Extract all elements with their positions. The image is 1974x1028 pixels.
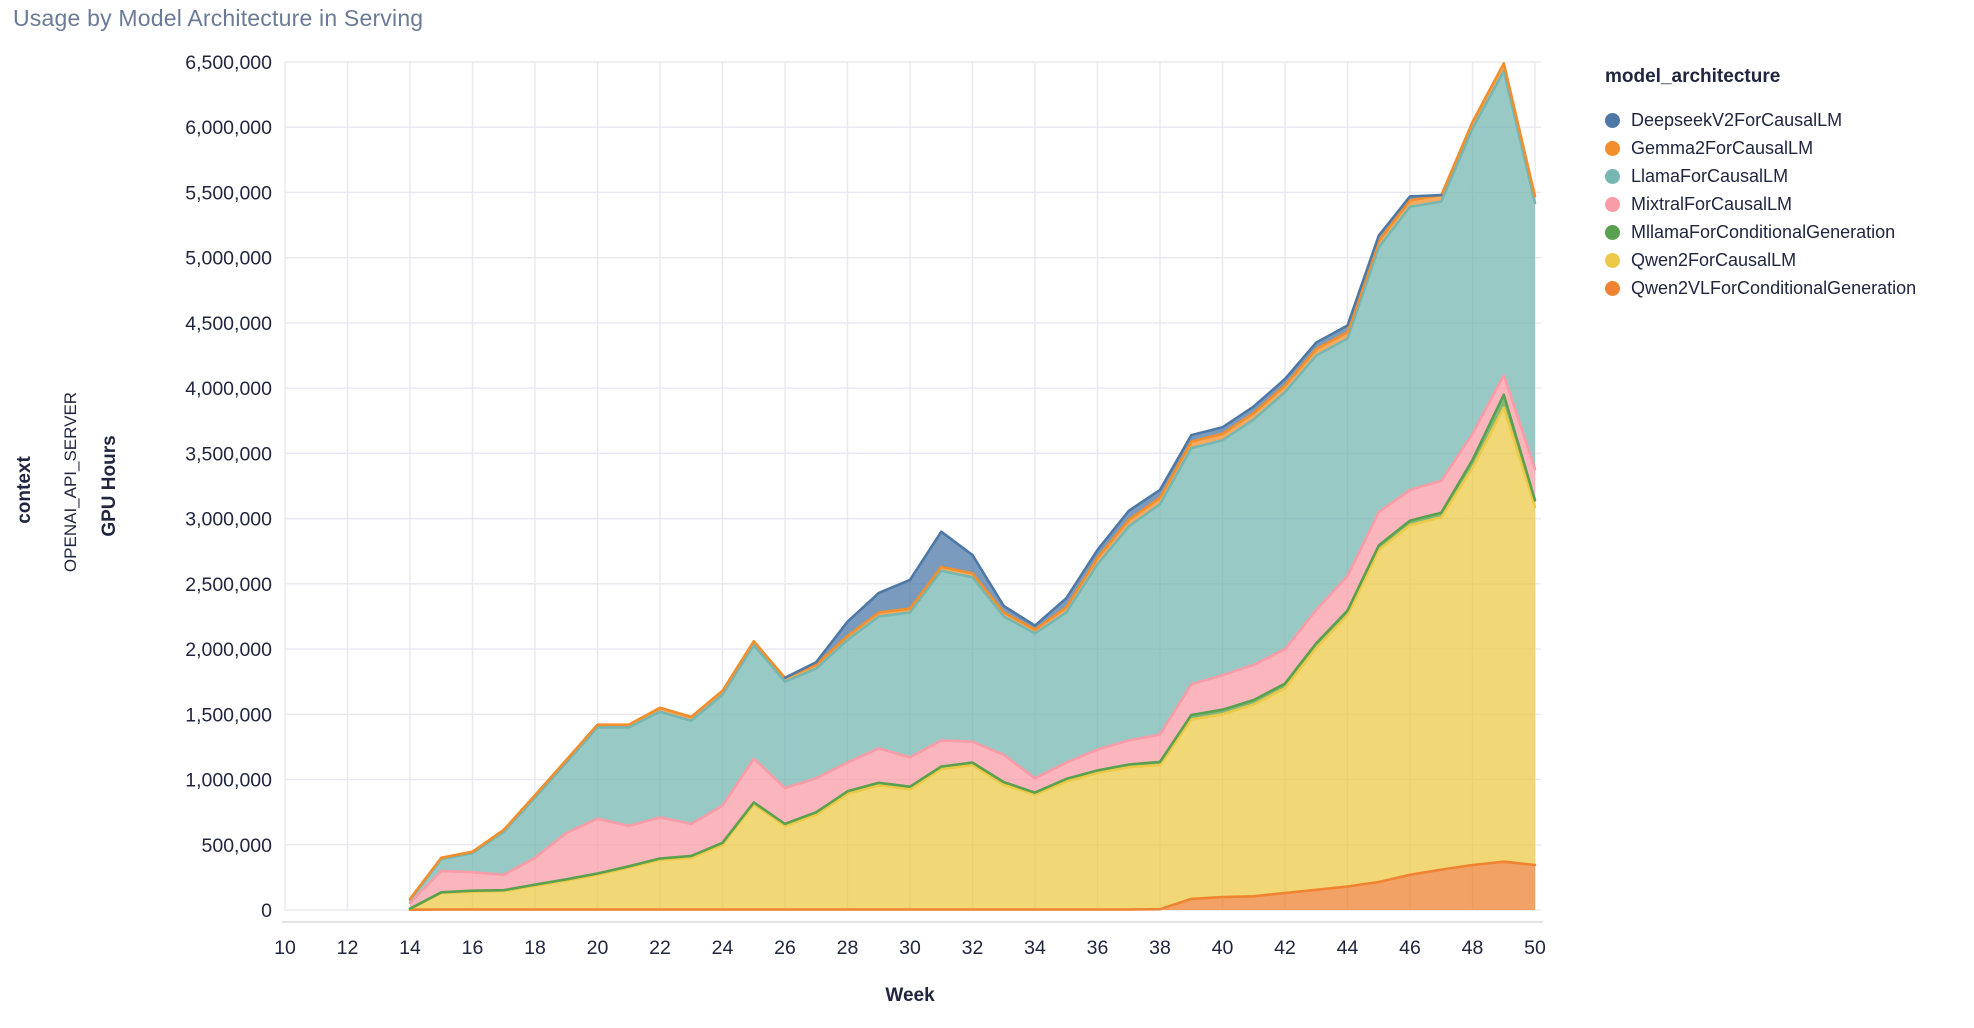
legend: model_architecture DeepseekV2ForCausalLM…	[1605, 66, 1965, 302]
line-MixtralForCausalLM[interactable]	[408, 373, 1537, 905]
legend-label: LlamaForCausalLM	[1631, 165, 1789, 186]
legend-item-DeepseekV2ForCausalLM[interactable]: DeepseekV2ForCausalLM	[1605, 106, 1965, 134]
line-MllamaForConditionalGeneration[interactable]	[408, 393, 1537, 910]
legend-swatch-icon	[1605, 196, 1620, 212]
legend-label: Qwen2VLForConditionalGeneration	[1631, 277, 1917, 298]
legend-label: Gemma2ForCausalLM	[1631, 137, 1814, 158]
legend-swatch-icon	[1605, 140, 1620, 156]
legend-swatch-icon	[1605, 224, 1620, 240]
line-LlamaForCausalLM[interactable]	[408, 69, 1537, 902]
x-tick-label: 50	[1524, 937, 1546, 959]
y-tick-label: 6,000,000	[185, 117, 272, 139]
legend-items: DeepseekV2ForCausalLM Gemma2ForCausalLM Ll…	[1605, 106, 1965, 302]
y-tick-label: 3,500,000	[185, 443, 272, 465]
y-tick-label: 5,000,000	[185, 248, 272, 270]
x-tick-label: 20	[587, 937, 609, 959]
y-tick-label: 0	[261, 900, 272, 922]
y-tick-label: 1,500,000	[185, 704, 272, 726]
y-tick-label: 2,000,000	[185, 639, 272, 661]
legend-item-Qwen2VLForConditionalGeneration[interactable]: Qwen2VLForConditionalGeneration	[1605, 274, 1965, 302]
y-tick-label: 3,000,000	[185, 509, 272, 531]
area-LlamaForCausalLM[interactable]	[410, 71, 1535, 903]
y-tick-label: 1,000,000	[185, 770, 272, 792]
x-tick-label: 38	[1149, 937, 1171, 959]
y-tick-label: 500,000	[202, 835, 273, 857]
x-tick-label: 32	[962, 937, 984, 959]
y-tick-label: 4,500,000	[185, 313, 272, 335]
x-tick-label: 18	[524, 937, 546, 959]
x-tick-label: 12	[337, 937, 359, 959]
area-Qwen2VLForConditionalGeneration[interactable]	[410, 861, 1535, 910]
x-tick-label: 34	[1024, 937, 1046, 959]
legend-item-Qwen2ForCausalLM[interactable]: Qwen2ForCausalLM	[1605, 246, 1965, 274]
legend-swatch-icon	[1605, 168, 1620, 184]
y-tick-label: 4,000,000	[185, 378, 272, 400]
line-DeepseekV2ForCausalLM[interactable]	[783, 193, 1443, 680]
legend-label: MllamaForConditionalGeneration	[1631, 221, 1896, 242]
legend-label: MixtralForCausalLM	[1631, 193, 1793, 214]
legend-swatch-icon	[1605, 280, 1620, 296]
x-tick-label: 14	[399, 937, 421, 959]
x-tick-label: 48	[1462, 937, 1484, 959]
legend-label: Qwen2ForCausalLM	[1631, 249, 1797, 270]
x-axis-title: Week	[885, 985, 935, 1006]
x-tick-label: 44	[1337, 937, 1359, 959]
area-MixtralForCausalLM[interactable]	[410, 375, 1535, 909]
x-tick-label: 40	[1212, 937, 1234, 959]
legend-swatch-icon	[1605, 112, 1620, 128]
legend-title: model_architecture	[1605, 66, 1781, 87]
legend-swatch-icon	[1605, 252, 1620, 268]
line-Gemma2ForCausalLM[interactable]	[408, 62, 1537, 901]
x-tick-label: 42	[1274, 937, 1296, 959]
legend-item-Gemma2ForCausalLM[interactable]: Gemma2ForCausalLM	[1605, 134, 1965, 162]
x-tick-label: 22	[649, 937, 671, 959]
x-tick-label: 30	[899, 937, 921, 959]
legend-item-MixtralForCausalLM[interactable]: MixtralForCausalLM	[1605, 190, 1965, 218]
x-tick-label: 46	[1399, 937, 1421, 959]
x-tick-label: 36	[1087, 937, 1109, 959]
line-Qwen2VLForConditionalGeneration[interactable]	[408, 860, 1537, 911]
area-Qwen2ForCausalLM[interactable]	[410, 407, 1535, 910]
legend-item-LlamaForCausalLM[interactable]: LlamaForCausalLM	[1605, 162, 1965, 190]
x-tick-label: 26	[774, 937, 796, 959]
x-tick-label: 16	[462, 937, 484, 959]
legend-label: DeepseekV2ForCausalLM	[1631, 109, 1843, 130]
y-tick-label: 5,500,000	[185, 182, 272, 204]
x-tick-label: 28	[837, 937, 859, 959]
y-tick-label: 6,500,000	[185, 52, 272, 74]
y-tick-label: 2,500,000	[185, 574, 272, 596]
x-tick-label: 24	[712, 937, 734, 959]
legend-item-MllamaForConditionalGeneration[interactable]: MllamaForConditionalGeneration	[1605, 218, 1965, 246]
x-tick-label: 10	[274, 937, 296, 959]
page-title: Usage by Model Architecture in Serving	[13, 5, 424, 31]
